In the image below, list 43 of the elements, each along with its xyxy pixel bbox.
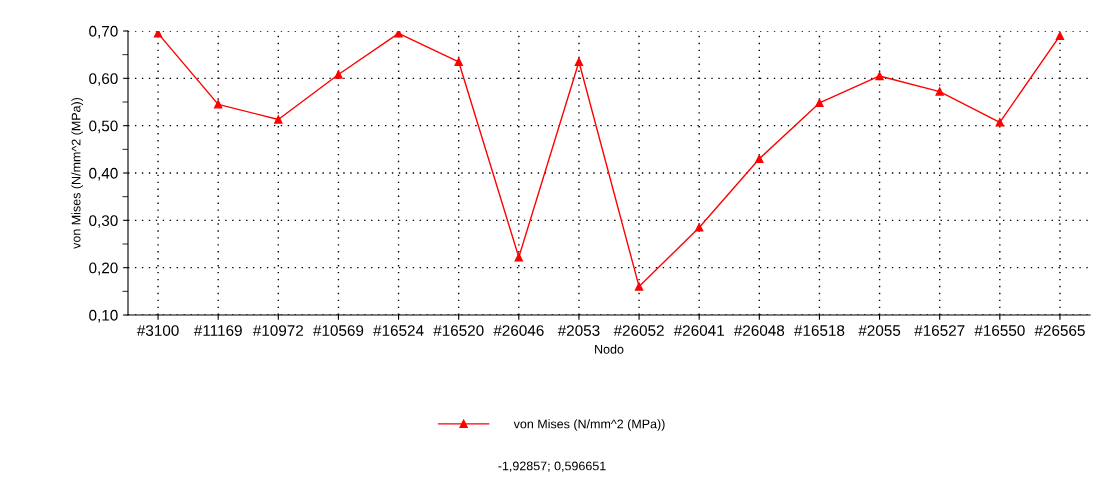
y-tick-label: 0,10 xyxy=(89,309,118,323)
point xyxy=(214,100,223,109)
x-tick-label: #26052 xyxy=(613,325,664,336)
point xyxy=(634,282,644,291)
x-tick-label: #26041 xyxy=(673,325,724,336)
point xyxy=(875,71,884,81)
x-tick-label: #26046 xyxy=(493,325,544,336)
point xyxy=(1055,31,1065,40)
x-tick-label: #3100 xyxy=(136,325,179,336)
x-tick-label: #11169 xyxy=(193,325,242,336)
point xyxy=(695,223,704,232)
x-tick-label: #10972 xyxy=(252,325,304,336)
y-tick-label: 0,20 xyxy=(89,262,118,276)
x-tick-label: #16518 xyxy=(794,325,845,336)
y-tick-label: 0,30 xyxy=(89,215,118,228)
x-tick-label: #16527 xyxy=(914,325,965,336)
y-tick-label: 0,70 xyxy=(89,25,118,39)
x-tick-label: #2053 xyxy=(557,325,600,336)
x-tick-label: #26048 xyxy=(733,325,785,336)
y-tick-label: 0,60 xyxy=(89,73,118,86)
point xyxy=(514,253,523,262)
x-axis-title: Nodo xyxy=(595,344,624,354)
point xyxy=(755,154,764,163)
y-tick-label: 0,50 xyxy=(89,120,118,134)
point xyxy=(995,118,1004,127)
x-tick-label: #2055 xyxy=(858,325,901,336)
text: -1,92857; 0,596651 xyxy=(498,461,606,472)
x-tick-label: #16520 xyxy=(433,325,484,336)
x-tick-label: #26565 xyxy=(1034,325,1085,336)
point xyxy=(574,57,584,66)
point xyxy=(454,57,463,66)
point xyxy=(815,98,824,108)
x-tick-label: #10569 xyxy=(313,325,364,336)
point xyxy=(394,31,403,38)
point xyxy=(334,70,343,79)
point xyxy=(935,87,944,96)
x-tick-label: #16524 xyxy=(373,325,424,336)
legend-label: von Mises (N/mm^2 (MPa)) xyxy=(513,419,665,431)
point xyxy=(274,115,283,124)
x-tick-label: #16550 xyxy=(974,325,1025,336)
point xyxy=(153,31,163,38)
y-tick-label: 0,40 xyxy=(89,167,118,181)
y-axis-title: von Mises (N/mm^2 (MPa)) xyxy=(71,97,83,249)
